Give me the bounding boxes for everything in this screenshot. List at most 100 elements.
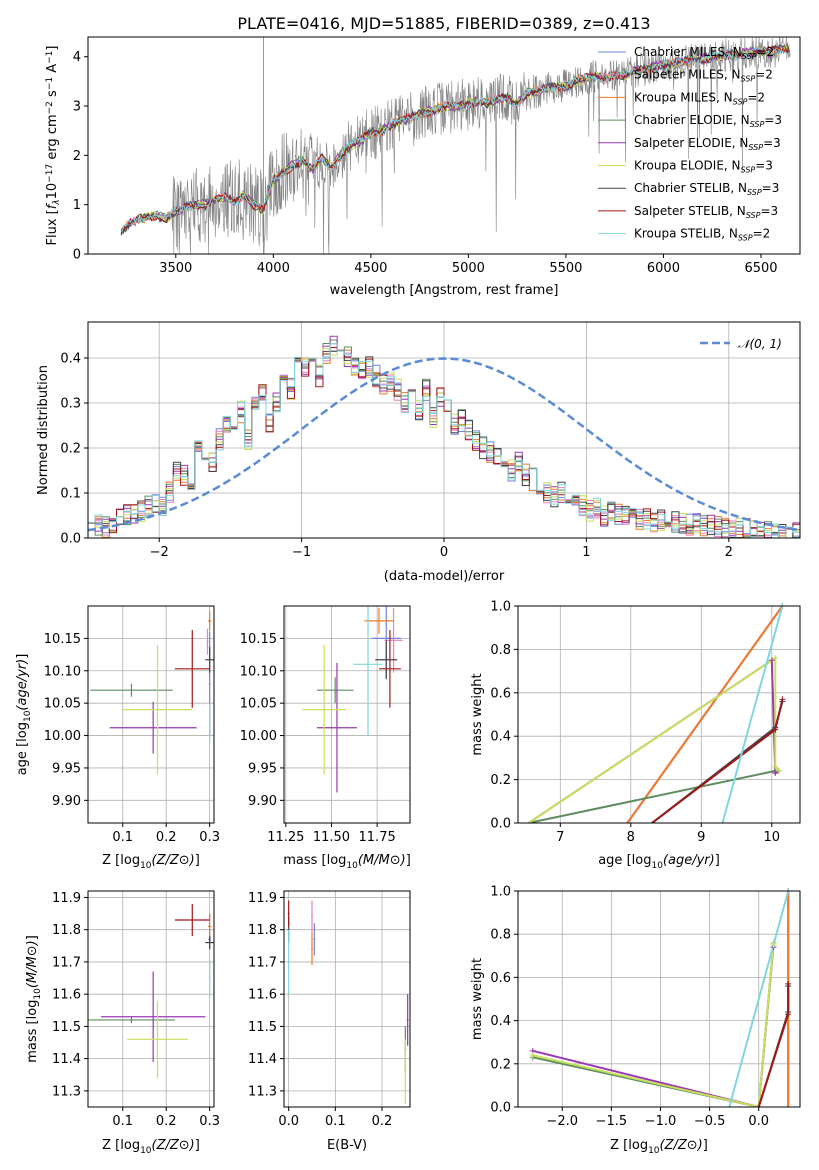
y-axis-label: mass [log10(M/M⊙)] [25, 935, 43, 1063]
x-tick-label: 11.75 [359, 830, 396, 845]
y-tick-label: 4 [73, 50, 81, 65]
y-axis-label: mass weight [470, 673, 485, 755]
massweight-line [721, 606, 784, 823]
y-tick-label: 9.90 [248, 794, 277, 809]
massweight-line [528, 769, 776, 823]
axes-frame [87, 321, 801, 539]
x-tick-label: 5000 [452, 261, 485, 276]
x-tick-label: 0.0 [278, 1114, 299, 1129]
y-tick-label: 10.00 [240, 729, 277, 744]
y-tick-label: 0.6 [490, 686, 511, 701]
legend-label: 𝒩(0, 1) [738, 337, 782, 351]
y-tick-label: 11.3 [52, 1084, 81, 1099]
axes-frame [87, 36, 801, 255]
axes-frame [517, 605, 801, 824]
y-tick-label: 11.7 [52, 955, 81, 970]
massweight-line [728, 891, 790, 1107]
x-tick-label: 11.50 [313, 830, 350, 845]
spectrum-panel: 3500 4000 4500 5000 5500 6000 6500 0 1 2 3 4 wavelen… [45, 36, 801, 298]
massweight-vs-age-panel: 7 8 9 10 0.0 0.2 0.4 0.6 0.8 1.0 age [log10(age/yr… [470, 600, 801, 871]
figure-title: PLATE=0416, MJD=51885, FIBERID=0389, z=0… [237, 14, 650, 33]
y-tick-label: 0.2 [60, 442, 81, 457]
y-tick-label: 10.05 [240, 697, 277, 712]
y-tick-label: 11.7 [248, 955, 277, 970]
x-tick-label: 4000 [257, 261, 290, 276]
y-tick-label: 0.2 [490, 773, 511, 788]
y-axis-label: age [log10(age/yr)] [15, 654, 33, 776]
legend-label: Salpeter STELIB, NSSP=3 [634, 204, 778, 220]
massweight-vs-metallicity-panel: −2.0 −1.5 −1.0 −0.5 0.0 0.0 0.2 0.4 0.6 0.8 1.0 Z [… [470, 885, 801, 1156]
legend-label: Kroupa ELODIE, NSSP=3 [634, 159, 773, 175]
y-axis-label: Flux [fλ10−17 erg cm−2 s−1 A−1] [45, 46, 62, 246]
legend-label: Kroupa MILES, NSSP=2 [634, 90, 765, 106]
y-tick-label: 0.0 [490, 817, 511, 832]
mass-vs-ebv-panel: 0.0 0.1 0.2 11.3 11.4 11.5 11.6 11.7 11.8 11.9 E(B… [248, 890, 411, 1153]
plot-area [302, 606, 403, 793]
y-tick-label: 0.0 [60, 532, 81, 547]
y-tick-label: 10.15 [44, 632, 81, 647]
y-tick-label: 1.0 [490, 600, 511, 615]
axes-frame [87, 605, 215, 824]
y-tick-label: 0.8 [490, 643, 511, 658]
x-tick-label: 0.1 [325, 1114, 346, 1129]
y-tick-label: 0.4 [490, 1014, 511, 1029]
observed-spectrum [120, 37, 791, 254]
plot-area [90, 611, 214, 775]
x-tick-label: −1.5 [596, 1114, 628, 1129]
x-tick-label: 10 [764, 830, 781, 845]
residual-histogram-step [88, 343, 800, 538]
x-tick-label: −2.0 [546, 1114, 578, 1129]
x-tick-label: 0.1 [112, 1114, 133, 1129]
y-tick-label: 0.4 [60, 352, 81, 367]
y-tick-label: 3 [73, 100, 81, 115]
x-tick-label: 6500 [744, 261, 777, 276]
x-axis-label: Z [log10(Z/Z⊙)] [610, 1138, 708, 1156]
y-tick-label: 0.4 [490, 730, 511, 745]
axes-frame [283, 605, 411, 824]
gaussian-curve [88, 357, 800, 532]
x-axis-label: age [log10(age/yr)] [598, 853, 720, 871]
y-tick-label: 2 [73, 149, 81, 164]
axes-frame [87, 890, 215, 1108]
x-axis-label: (data-model)/error [384, 569, 505, 584]
x-axis-label: E(B-V) [327, 1138, 367, 1153]
legend-label: Chabrier STELIB, NSSP=3 [634, 181, 779, 197]
axes-frame [283, 890, 411, 1108]
legend-label: Kroupa STELIB, NSSP=2 [634, 227, 770, 243]
age-vs-metallicity-panel: 0.1 0.2 0.3 9.90 9.95 10.00 10.05 10.10 10.15 Z [… [15, 605, 220, 871]
model-fit-line [120, 44, 790, 236]
massweight-line [528, 656, 780, 823]
x-tick-label: 2 [725, 545, 733, 560]
x-tick-label: 0.1 [112, 830, 133, 845]
x-tick-label: 0.0 [748, 1114, 769, 1129]
x-tick-label: 5500 [549, 261, 582, 276]
y-tick-label: 0.3 [60, 397, 81, 412]
x-tick-label: 7 [556, 830, 564, 845]
y-tick-label: 1.0 [490, 885, 511, 900]
y-tick-label: 9.95 [248, 761, 277, 776]
residual-histogram-panel: −2 −1 0 1 2 0.0 0.1 0.2 0.3 0.4 𝒩(0, 1) (data-model… [36, 321, 801, 584]
y-tick-label: 10.05 [44, 697, 81, 712]
legend-label: Chabrier ELODIE, NSSP=3 [634, 113, 782, 129]
y-tick-label: 11.5 [52, 1020, 81, 1035]
plot-area [88, 903, 214, 1078]
x-axis-label: Z [log10(Z/Z⊙)] [102, 1138, 200, 1156]
plot-area [528, 606, 784, 823]
x-tick-label: 0 [440, 545, 448, 560]
x-tick-label: 9 [697, 830, 705, 845]
y-tick-label: 9.90 [52, 794, 81, 809]
x-tick-label: 1 [582, 545, 590, 560]
y-tick-label: 0.1 [60, 487, 81, 502]
y-tick-label: 9.95 [52, 761, 81, 776]
plot-area [88, 335, 800, 538]
plot-area [120, 37, 791, 254]
x-tick-label: −1.0 [645, 1114, 677, 1129]
x-tick-label: 0.3 [199, 830, 220, 845]
y-tick-label: 11.4 [248, 1052, 277, 1067]
y-axis-label: mass weight [470, 958, 485, 1040]
mass-vs-metallicity-panel: 0.1 0.2 0.3 11.3 11.4 11.5 11.6 11.7 11.8 11.9 Z [… [25, 890, 220, 1156]
model-fit-line [121, 45, 790, 232]
x-axis-label: wavelength [Angstrom, rest frame] [330, 283, 559, 298]
model-fit-line [120, 45, 790, 234]
